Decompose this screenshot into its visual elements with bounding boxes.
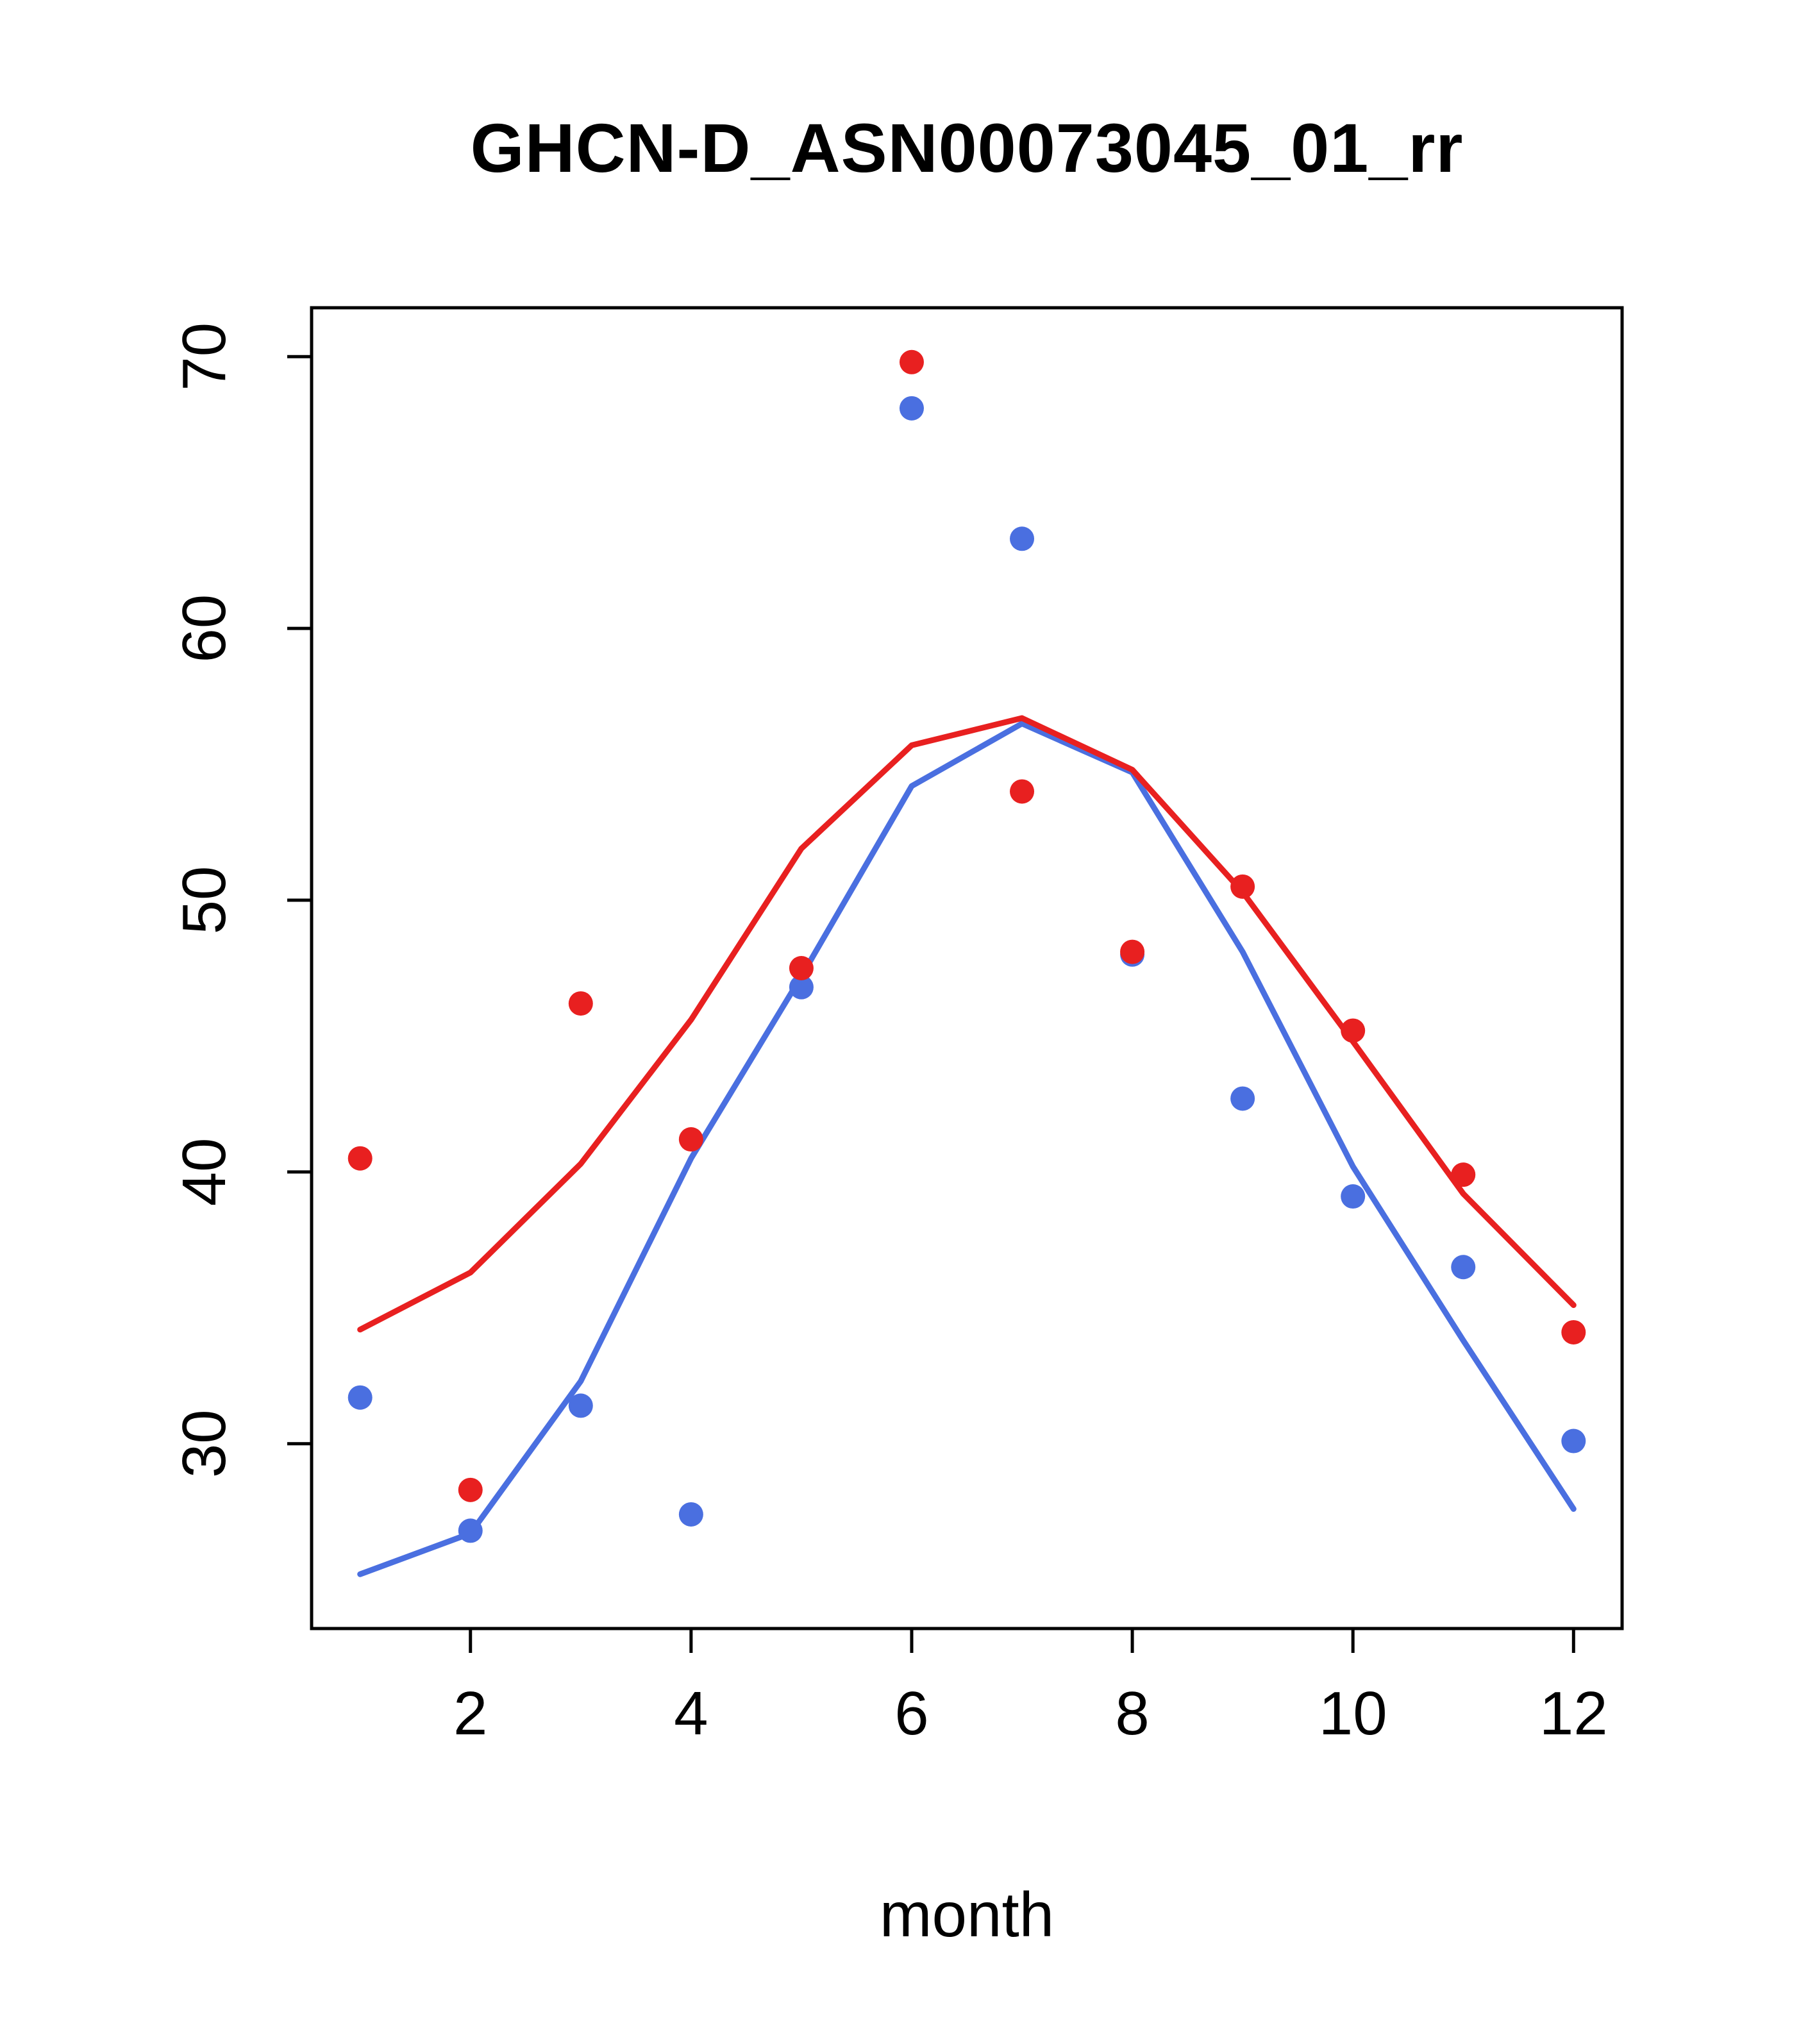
y-tick-label: 60 [170,594,239,663]
blue-points-point [458,1518,483,1543]
red-points-point [1230,874,1255,899]
blue-points-point [568,1393,593,1418]
red-points-point [1010,779,1035,804]
red-points-point [458,1477,483,1502]
red-points-point [1120,939,1145,964]
blue-points-point [347,1385,373,1410]
x-axis-label: month [879,1879,1055,1950]
blue-points-point [1010,526,1035,551]
y-tick-label: 40 [170,1138,239,1207]
blue-points-point [678,1502,703,1527]
chart-title: GHCN-D_ASN00073045_01_rr [470,109,1464,187]
red-points-point [1341,1018,1366,1043]
red-line [357,715,1577,1333]
x-tick-label: 12 [1539,1679,1608,1748]
blue-points-point [1561,1428,1586,1453]
red-points-point [347,1146,373,1171]
blue-points-point [899,396,924,421]
y-tick-label: 50 [170,866,239,935]
blue-points-point [1451,1255,1476,1280]
blue-points-point [1341,1184,1366,1209]
x-tick-label: 4 [674,1679,708,1748]
red-points-point [789,956,814,980]
blue-points-point [789,975,814,1000]
x-tick-label: 2 [453,1679,487,1748]
x-tick-label: 6 [894,1679,928,1748]
red-points-point [1451,1162,1476,1187]
x-tick-label: 10 [1319,1679,1387,1748]
red-points-point [1561,1319,1586,1345]
blue-line [357,721,1577,1577]
red-points-point [678,1127,703,1152]
blue-points-point [1230,1086,1255,1111]
plot-border [310,306,1624,1630]
red-points-point [899,349,924,374]
y-tick-label: 30 [170,1409,239,1478]
red-points-point [568,991,593,1016]
y-tick-label: 70 [170,323,239,391]
x-tick-label: 8 [1115,1679,1149,1748]
